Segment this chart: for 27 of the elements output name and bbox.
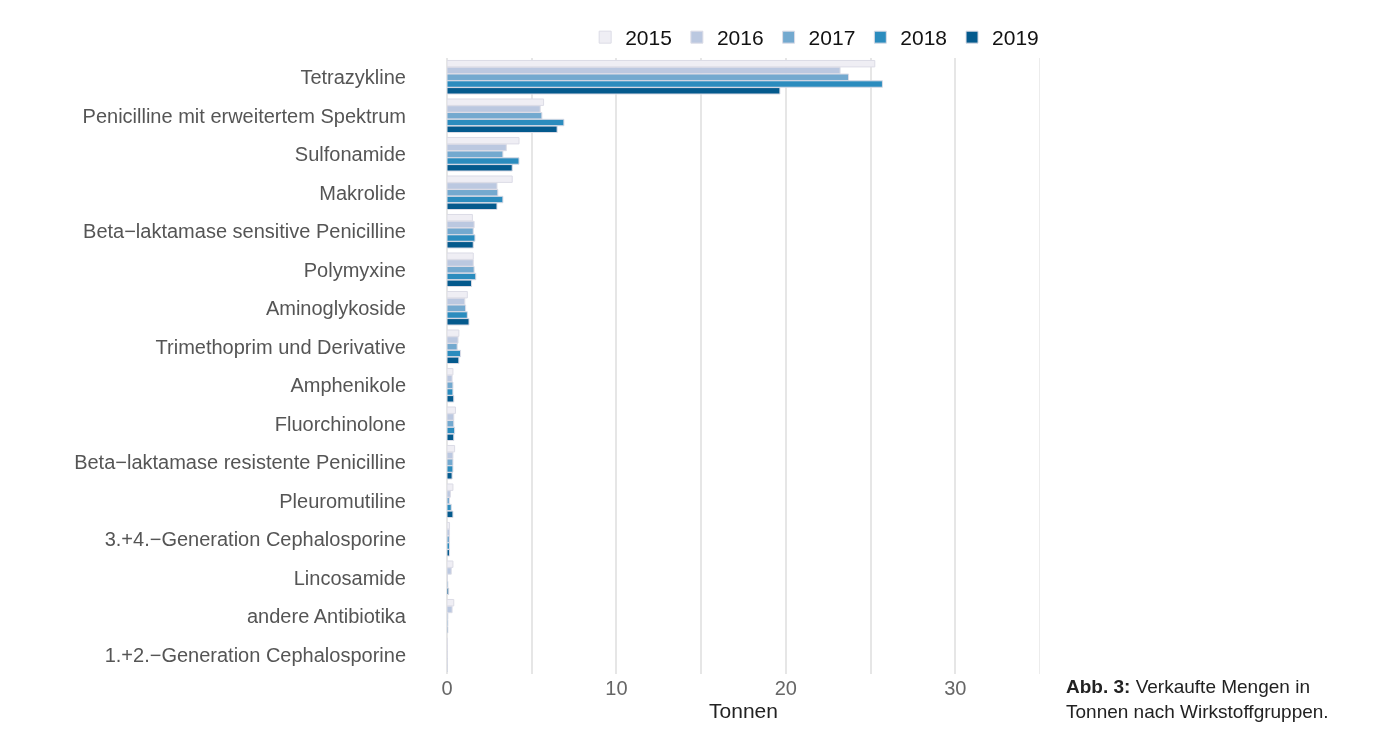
x-axis-title: Tonnen: [709, 699, 778, 722]
y-tick-label: Fluorchinolone: [274, 412, 406, 435]
y-tick-label: Aminoglykoside: [265, 297, 406, 320]
y-tick-label: 3.+4.−Generation Cephalosporine: [104, 528, 406, 551]
legend-label: 2017: [808, 26, 856, 50]
y-tick-label: Polymyxine: [303, 258, 406, 281]
legend-label: 2019: [992, 26, 1039, 50]
x-tick-label: 0: [441, 677, 453, 699]
y-tick-label: Tetrazykline: [300, 66, 406, 89]
y-tick-label: Trimethoprim und Derivative: [155, 335, 406, 358]
y-tick-label: andere Antibiotika: [246, 605, 407, 628]
y-tick-label: Sulfonamide: [294, 143, 406, 166]
x-tick-label: 10: [605, 677, 628, 699]
y-tick-label: Penicilline mit erweitertem Spektrum: [82, 104, 406, 127]
y-tick-label: 1.+2.−Generation Cephalosporine: [104, 643, 406, 666]
legend-label: 2016: [716, 26, 764, 50]
y-tick-label: Makrolide: [319, 181, 406, 204]
y-tick-label: Beta−laktamase sensitive Penicilline: [83, 220, 406, 243]
y-tick-label: Lincosamide: [293, 566, 406, 589]
y-tick-label: Pleuromutiline: [279, 489, 406, 512]
caption: Abb. 3: Verkaufte Mengen in Tonnen nach Wirkstoffgruppen.: [1066, 676, 1329, 722]
x-tick-label: 20: [774, 677, 797, 699]
legend-label: 2018: [900, 26, 948, 50]
x-tick-label: 30: [944, 677, 967, 699]
y-tick-label: Beta−laktamase resistente Penicilline: [74, 451, 406, 474]
legend-label: 2015: [625, 26, 672, 50]
y-tick-label: Amphenikole: [290, 374, 406, 397]
